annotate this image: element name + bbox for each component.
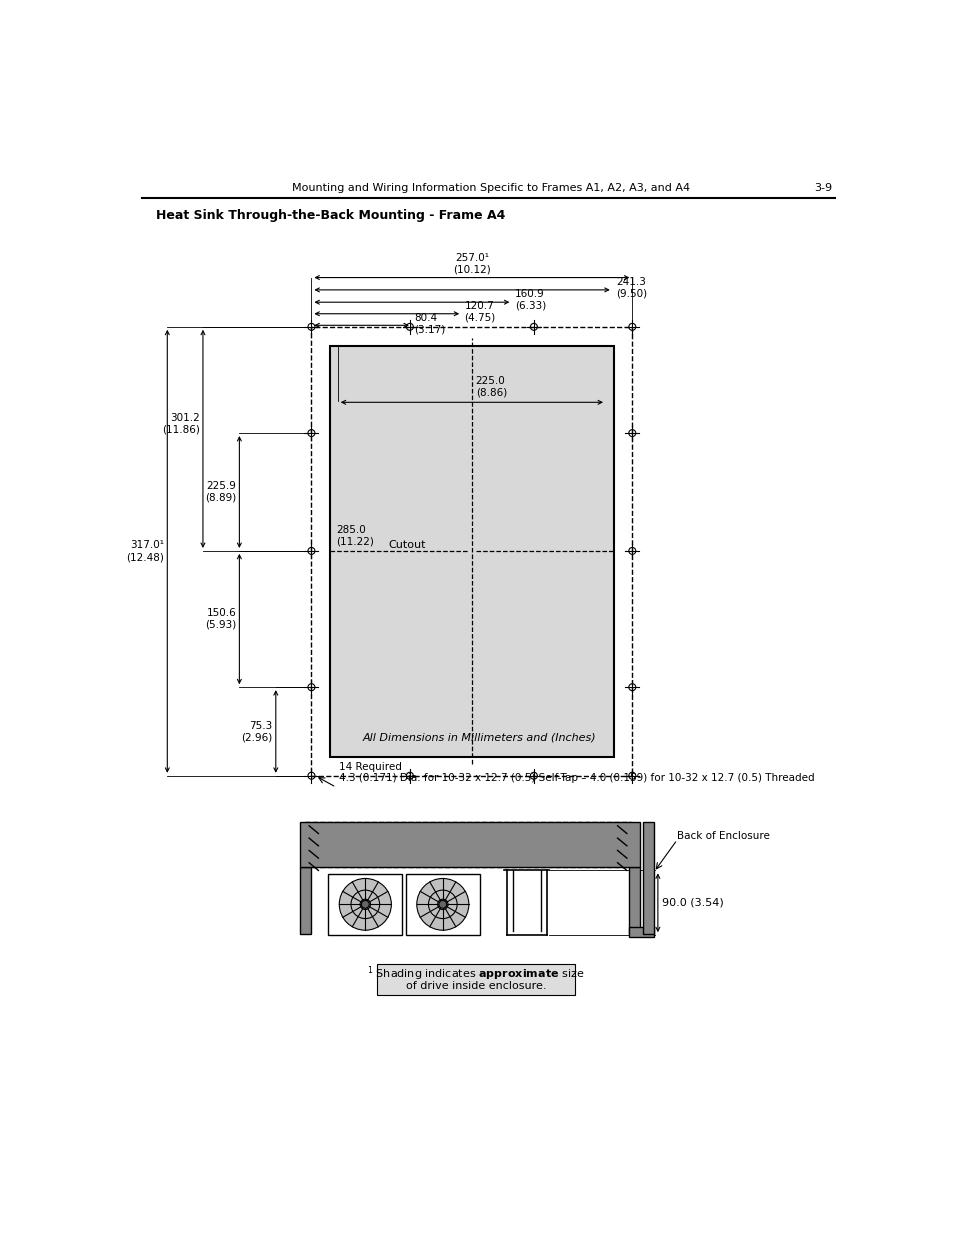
Text: 301.2
(11.86): 301.2 (11.86) <box>162 412 199 435</box>
Text: 75.3
(2.96): 75.3 (2.96) <box>241 721 273 742</box>
Bar <box>328 873 402 935</box>
Bar <box>311 327 632 776</box>
Bar <box>299 823 639 867</box>
Text: 90.0 (3.54): 90.0 (3.54) <box>661 898 722 908</box>
Text: 80.4
(3.17): 80.4 (3.17) <box>414 312 445 335</box>
Text: 14 Required
4.3 (0.171) Dia. for 10-32 x 12.7 (0.5) Self-Tap – 4.0 (0.159) for 1: 14 Required 4.3 (0.171) Dia. for 10-32 x… <box>338 762 813 783</box>
Text: 225.0
(8.86): 225.0 (8.86) <box>476 377 506 398</box>
Text: $^1$ Shading indicates $\bf{approximate}$ size: $^1$ Shading indicates $\bf{approximate}… <box>367 965 584 983</box>
Bar <box>629 926 654 937</box>
Circle shape <box>339 878 391 930</box>
Bar <box>299 867 311 934</box>
Circle shape <box>438 900 446 908</box>
Circle shape <box>416 878 468 930</box>
Text: Mounting and Wiring Information Specific to Frames A1, A2, A3, and A4: Mounting and Wiring Information Specific… <box>292 183 690 193</box>
Text: Drive: Drive <box>451 837 484 851</box>
Text: 150.6
(5.93): 150.6 (5.93) <box>205 609 236 630</box>
Bar <box>377 965 575 995</box>
Text: 160.9
(6.33): 160.9 (6.33) <box>514 289 545 311</box>
Text: 225.9
(8.89): 225.9 (8.89) <box>205 482 236 503</box>
Bar <box>305 823 630 867</box>
Circle shape <box>361 900 369 908</box>
Text: Heat Sink Through-the-Back Mounting - Frame A4: Heat Sink Through-the-Back Mounting - Fr… <box>156 210 505 222</box>
Text: 317.0¹
(12.48): 317.0¹ (12.48) <box>126 541 164 562</box>
Text: Cutout: Cutout <box>388 540 425 550</box>
Text: 285.0
(11.22): 285.0 (11.22) <box>335 525 374 546</box>
Text: 3-9: 3-9 <box>813 183 831 193</box>
Bar <box>406 873 479 935</box>
Text: 241.3
(9.50): 241.3 (9.50) <box>616 277 647 299</box>
Text: Back of Enclosure: Back of Enclosure <box>677 831 769 841</box>
Text: 120.7
(4.75): 120.7 (4.75) <box>464 300 496 322</box>
Text: of drive inside enclosure.: of drive inside enclosure. <box>405 981 546 990</box>
Text: 257.0¹
(10.12): 257.0¹ (10.12) <box>453 253 490 274</box>
Text: All Dimensions in Millimeters and (Inches): All Dimensions in Millimeters and (Inche… <box>362 732 596 742</box>
Bar <box>629 867 639 934</box>
Bar <box>330 346 613 757</box>
Bar <box>642 823 654 934</box>
